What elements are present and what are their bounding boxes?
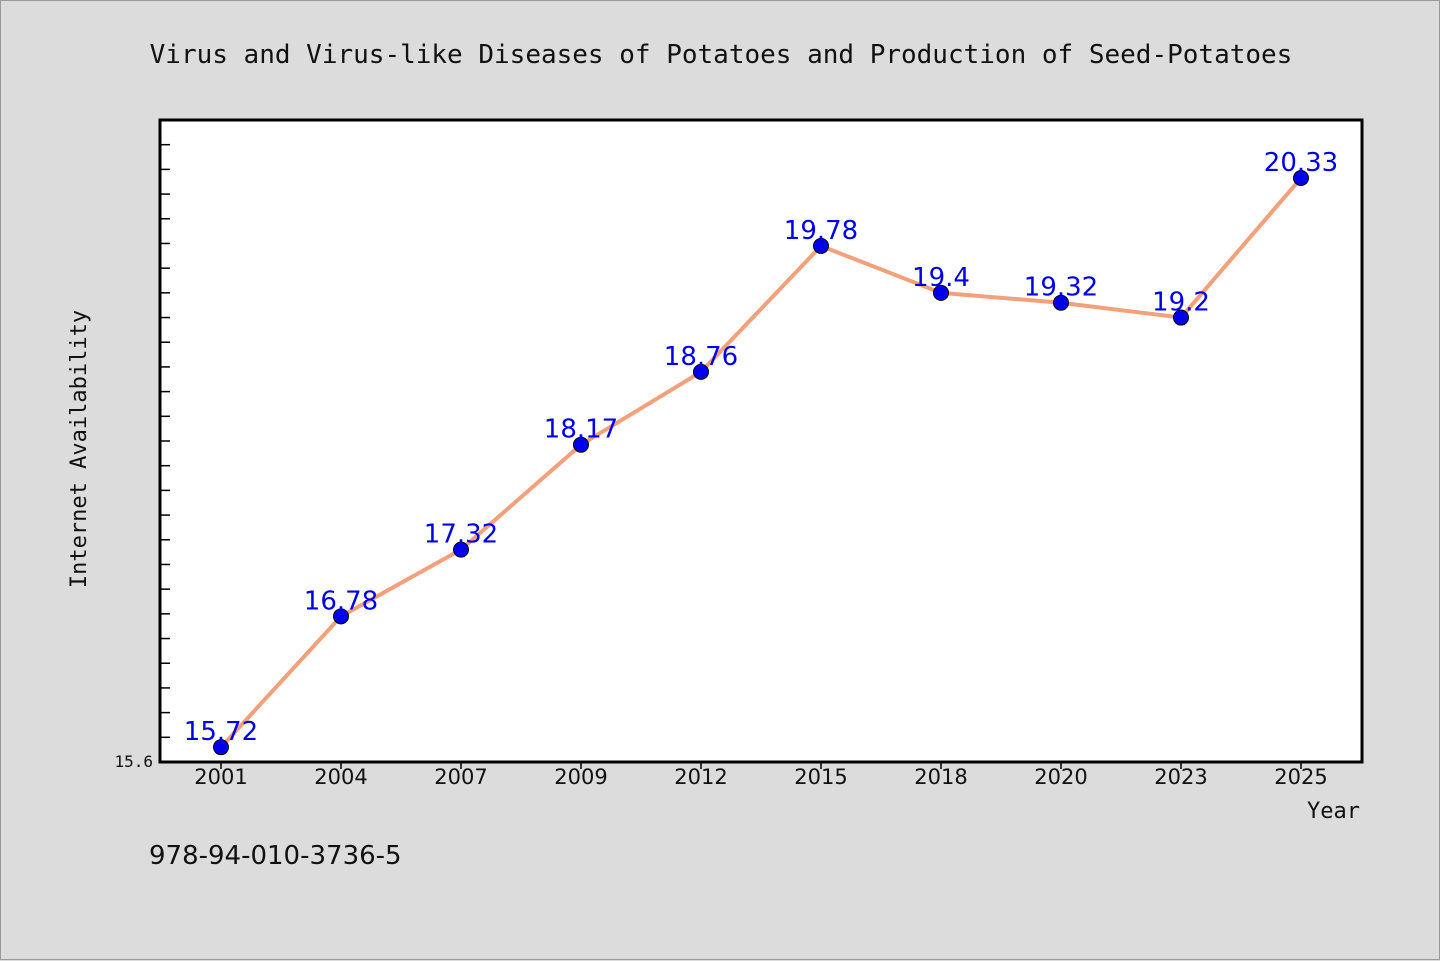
y-axis-min-label: 15.6 [114, 752, 153, 771]
data-label: 19.2 [1152, 288, 1210, 318]
x-tick-label: 2004 [314, 765, 367, 789]
x-tick-label: 2023 [1154, 765, 1207, 789]
data-point [1293, 170, 1309, 187]
data-point [693, 363, 709, 380]
data-label: 20.33 [1264, 148, 1338, 178]
data-label: 19.4 [912, 263, 970, 293]
data-label: 18.17 [544, 415, 618, 445]
data-label: 19.78 [784, 216, 858, 246]
isbn-text: 978-94-010-3736-5 [149, 841, 402, 871]
x-tick-label: 2009 [554, 765, 607, 789]
x-tick-label: 2012 [674, 765, 727, 789]
series-group: 15.72 16.78 17.32 18.17 18.76 19.78 19.4 19.32 1… [184, 148, 1338, 756]
plot-area [158, 118, 1364, 764]
data-label: 16.78 [304, 586, 378, 616]
x-tick-label: 2007 [434, 765, 487, 789]
y-axis-ticks [160, 143, 170, 739]
x-axis-tick-labels: 2001 2004 2007 2009 2012 2015 2018 2020 2023 2025 [194, 765, 1327, 789]
x-tick-label: 2018 [914, 765, 967, 789]
data-point [1173, 309, 1189, 326]
data-label: 15.72 [184, 717, 258, 747]
x-axis-ticks [220, 762, 1302, 769]
data-point [453, 541, 469, 558]
data-label: 19.32 [1024, 273, 1098, 303]
x-tick-label: 2001 [194, 765, 247, 789]
data-point [333, 608, 349, 625]
x-tick-label: 2020 [1034, 765, 1087, 789]
data-label: 17.32 [424, 520, 498, 550]
x-tick-label: 2025 [1274, 765, 1327, 789]
data-point [813, 237, 829, 254]
data-point [933, 284, 949, 301]
x-axis-label: Year [1307, 799, 1360, 824]
series-line [219, 176, 1303, 749]
y-axis-label: Internet Availability [67, 310, 92, 588]
data-point [213, 739, 229, 756]
chart-title: Virus and Virus-like Diseases of Potatoe… [150, 40, 1293, 70]
data-point [573, 436, 589, 453]
data-point [1053, 294, 1069, 311]
x-tick-label: 2015 [794, 765, 847, 789]
data-label: 18.76 [664, 342, 738, 372]
